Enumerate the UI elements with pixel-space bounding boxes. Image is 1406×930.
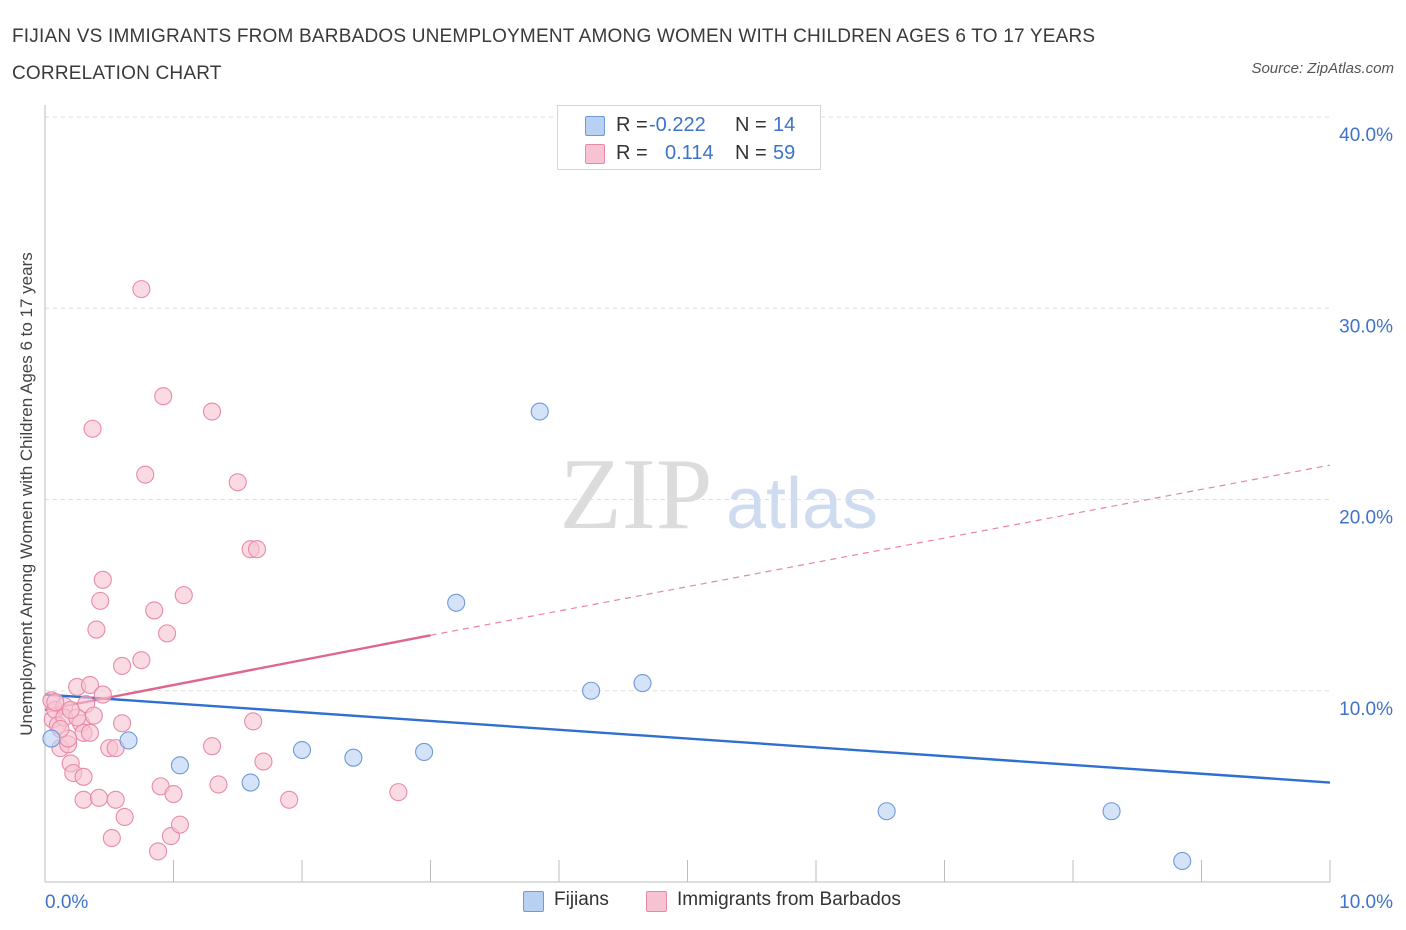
barbados-point xyxy=(46,693,65,712)
fijian-point xyxy=(447,593,466,612)
fijian-point xyxy=(1102,802,1121,821)
barbados-point xyxy=(113,656,132,675)
barbados-swatch xyxy=(585,144,605,164)
watermark-atlas: atlas xyxy=(726,464,878,544)
legend-r-label: R = xyxy=(616,114,648,136)
barbados-point xyxy=(164,784,183,804)
grid-lines xyxy=(45,116,1330,692)
barbados-point xyxy=(132,651,151,670)
fijian-point xyxy=(530,402,549,421)
chart-title: FIJIAN VS IMMIGRANTS FROM BARBADOS UNEMP… xyxy=(12,26,1096,84)
legend-n-value: 59 xyxy=(773,142,796,164)
barbados-point xyxy=(102,828,121,848)
x-tick-label: 10.0% xyxy=(1339,892,1393,913)
legend-n-label: N = xyxy=(735,142,767,164)
fijian-point xyxy=(1173,851,1192,871)
barbados-point xyxy=(61,700,80,719)
y-tick-label: 20.0% xyxy=(1339,508,1393,529)
barbados-point xyxy=(247,540,267,559)
barbados-point xyxy=(280,790,299,809)
barbados-point xyxy=(115,807,134,827)
watermark: ZIP atlas xyxy=(560,438,879,551)
barbados-point xyxy=(174,586,193,605)
barbados-point xyxy=(89,788,109,807)
barbados-point xyxy=(203,402,222,421)
data-points xyxy=(42,280,1192,871)
legend-row-barbados: R = 0.114 N = 59 xyxy=(558,139,820,167)
fijian-point xyxy=(415,742,434,762)
barbados-point xyxy=(83,419,102,438)
barbados-point xyxy=(74,790,93,809)
barbados-point xyxy=(80,675,100,695)
barbados-point xyxy=(149,842,168,861)
barbados-point xyxy=(80,723,100,742)
legend-n-value: 14 xyxy=(773,114,796,136)
y-tick-label: 30.0% xyxy=(1339,316,1393,337)
fijian-point xyxy=(170,756,189,775)
barbados-point xyxy=(158,624,177,643)
legend-n-label: N = xyxy=(735,114,767,136)
axes xyxy=(44,105,1331,883)
barbados-point xyxy=(154,387,173,406)
fijians-legend-swatch xyxy=(523,891,544,912)
fijian-point xyxy=(42,729,61,748)
barbados-point xyxy=(74,767,93,786)
barbados-point xyxy=(209,775,228,794)
barbados-point xyxy=(228,473,247,492)
fijian-point xyxy=(119,731,138,750)
fijians-swatch xyxy=(585,116,605,136)
y-tick-label: 10.0% xyxy=(1339,699,1393,720)
barbados-point xyxy=(113,714,132,733)
barbados-point xyxy=(389,783,408,802)
barbados-point xyxy=(203,737,222,756)
barbados-point xyxy=(93,570,112,589)
correlation-legend: R = -0.222 N = 14 R = 0.114 N = 59 xyxy=(557,105,821,170)
barbados-point xyxy=(254,752,273,771)
barbados-point xyxy=(91,591,110,610)
barbados-point xyxy=(84,706,103,725)
fijian-point xyxy=(582,681,601,700)
watermark-zip: ZIP xyxy=(560,438,713,551)
barbados-point xyxy=(87,620,106,639)
y-tick-label: 40.0% xyxy=(1339,125,1393,146)
fijians-legend-label: Fijians xyxy=(554,889,609,910)
barbados-point xyxy=(93,685,112,704)
barbados-legend-swatch xyxy=(646,891,667,912)
legend-row-fijians: R = -0.222 N = 14 xyxy=(558,111,820,139)
x-tick-label: 0.0% xyxy=(45,892,88,913)
barbados-point xyxy=(244,712,263,731)
barbados-point xyxy=(132,280,151,299)
fijian-point xyxy=(877,802,896,821)
legend-r-value: -0.222 xyxy=(649,114,706,136)
barbados-point xyxy=(145,601,164,620)
fijian-point xyxy=(344,748,363,767)
fijian-point xyxy=(633,674,652,693)
legend-r-label: R = xyxy=(616,142,648,164)
fijians-trend-line xyxy=(44,693,1331,784)
barbados-point xyxy=(170,815,189,834)
source-label: Source: ZipAtlas.com xyxy=(1251,60,1394,77)
fijian-point xyxy=(241,773,260,792)
legend-r-value: 0.114 xyxy=(665,142,714,164)
fijian-point xyxy=(292,740,312,760)
tick-labels: 10.0% 20.0% 30.0% 40.0% 0.0% 10.0% xyxy=(45,125,1393,913)
barbados-trend-extension xyxy=(430,464,1331,636)
barbados-point xyxy=(106,790,125,809)
barbados-point xyxy=(136,465,155,484)
barbados-legend-label: Immigrants from Barbados xyxy=(677,889,901,910)
